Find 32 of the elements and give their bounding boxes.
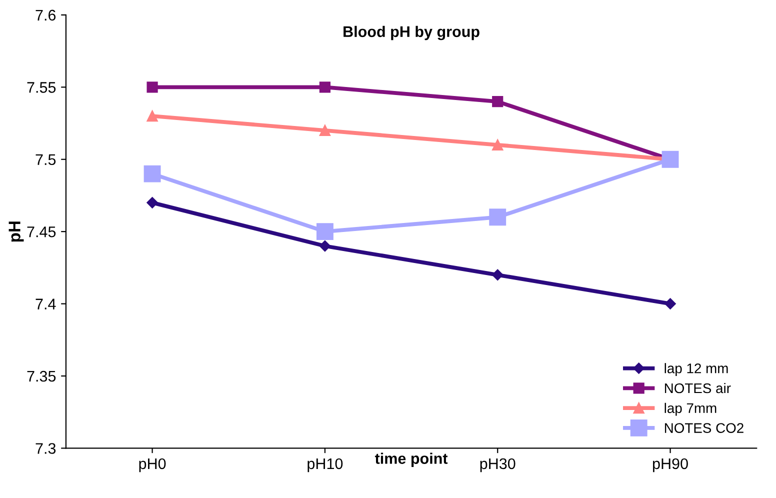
legend-label: NOTES CO2 (664, 423, 744, 433)
x-tick-label: pH0 (139, 458, 166, 472)
point (662, 150, 679, 168)
y-tick-label: 7.5 (36, 154, 56, 166)
point (492, 269, 504, 280)
point (316, 223, 334, 240)
point (489, 208, 506, 226)
x-tick-label: pH30 (480, 458, 516, 472)
x-tick-label: pH90 (652, 458, 688, 472)
x-tick-label: pH10 (308, 458, 343, 472)
legend-label: NOTES air (664, 382, 731, 394)
point (144, 165, 161, 182)
y-tick-label: 7.55 (27, 82, 56, 93)
y-tick-label: 7.6 (36, 10, 56, 21)
point (146, 197, 158, 208)
point (146, 110, 158, 122)
point (319, 124, 331, 136)
legend-label: lap 12 mm (664, 363, 728, 376)
point (319, 240, 331, 252)
y-tick-label: 7.3 (36, 443, 56, 454)
point (492, 139, 504, 150)
text: Blood pH by group (344, 26, 480, 40)
point (146, 82, 158, 93)
y-tick-label: 7.35 (27, 370, 56, 382)
y-axis-title: pH (8, 222, 24, 242)
x-axis-title: time point (374, 452, 448, 467)
point (664, 298, 676, 310)
point (492, 96, 504, 108)
point (319, 82, 331, 93)
y-tick-label: 7.4 (36, 298, 56, 310)
y-tick-label: 7.45 (27, 226, 56, 238)
legend-label: lap 7mm (664, 402, 716, 416)
